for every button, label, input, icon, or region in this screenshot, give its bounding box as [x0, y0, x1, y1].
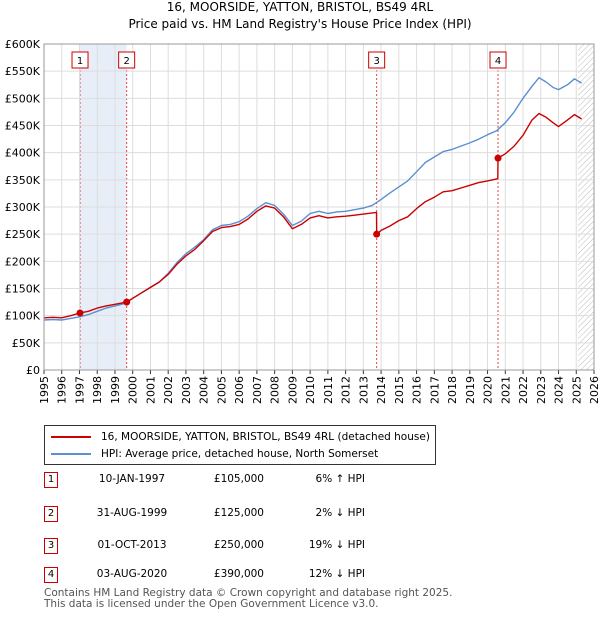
- plot-frame: [43, 43, 595, 371]
- sale-badge: [118, 51, 136, 69]
- x-tick-label: 2018: [446, 376, 459, 404]
- x-tick-label: 1999: [109, 376, 122, 404]
- transaction-number-badge: 1: [44, 472, 58, 488]
- y-tick-label: £350K: [5, 174, 41, 187]
- x-tick-label: 2020: [482, 376, 495, 404]
- transaction-price: £105,000: [213, 473, 264, 485]
- x-tick-label: 2000: [127, 376, 140, 404]
- sale-point: [494, 154, 502, 162]
- table-row: 2 31-AUG-1999 £125,000 2% ↓ HPI: [44, 506, 384, 524]
- sale-badge-label: 1: [77, 56, 83, 67]
- y-tick-label: £550K: [5, 65, 41, 78]
- x-tick-label: 2022: [517, 376, 530, 404]
- x-tick-label: 2005: [215, 376, 228, 404]
- sale-badge-label: 3: [373, 56, 379, 67]
- x-tick-label: 2001: [144, 376, 157, 404]
- transaction-date: 31-AUG-1999: [96, 507, 168, 519]
- sale-point: [76, 309, 84, 317]
- y-tick-label: £150K: [5, 283, 41, 296]
- x-tick-label: 2012: [340, 376, 353, 404]
- y-tick-label: £600K: [5, 38, 41, 51]
- sale-badge: [489, 51, 507, 69]
- y-tick-label: £250K: [5, 228, 41, 241]
- attribution-line-1: Contains HM Land Registry data © Crown c…: [44, 587, 453, 599]
- x-tick-label: 2016: [411, 376, 424, 404]
- transaction-price: £125,000: [213, 507, 264, 519]
- sale-point: [373, 230, 381, 238]
- x-tick-label: 2009: [286, 376, 299, 404]
- chart-title: 16, MOORSIDE, YATTON, BRISTOL, BS49 4RL: [167, 0, 434, 14]
- transaction-price: £390,000: [213, 568, 264, 580]
- transaction-price: £250,000: [213, 539, 264, 551]
- attribution-line-2: This data is licensed under the Open Gov…: [44, 598, 379, 610]
- sale-badge-label: 2: [123, 56, 129, 67]
- legend-property-label: 16, MOORSIDE, YATTON, BRISTOL, BS49 4RL …: [101, 431, 430, 443]
- transaction-date: 10-JAN-1997: [98, 473, 166, 485]
- x-tick-label: 2025: [570, 376, 583, 404]
- transaction-number-badge: 4: [44, 567, 58, 583]
- transaction-date: 03-AUG-2020: [96, 568, 168, 580]
- sale-badge: [71, 51, 89, 69]
- price-chart: 16, MOORSIDE, YATTON, BRISTOL, BS49 4RL …: [5, 0, 600, 404]
- table-row: 4 03-AUG-2020 £390,000 12% ↓ HPI: [44, 567, 384, 585]
- x-tick-label: 2026: [588, 376, 600, 404]
- x-tick-label: 2024: [553, 376, 566, 404]
- legend-hpi-swatch: [51, 453, 91, 455]
- chart-legend: 16, MOORSIDE, YATTON, BRISTOL, BS49 4RL …: [44, 425, 436, 465]
- legend-item-property: 16, MOORSIDE, YATTON, BRISTOL, BS49 4RL …: [51, 429, 430, 445]
- x-tick-label: 1995: [38, 376, 51, 404]
- x-tick-label: 2010: [304, 376, 317, 404]
- table-row: 1 10-JAN-1997 £105,000 6% ↑ HPI: [44, 472, 384, 490]
- legend-property-swatch: [51, 436, 91, 438]
- attribution-footer: Contains HM Land Registry data © Crown c…: [44, 588, 452, 610]
- x-tick-label: 2008: [269, 376, 282, 404]
- y-tick-label: £200K: [5, 255, 41, 268]
- y-tick-label: £0: [26, 364, 40, 377]
- y-tick-label: £500K: [5, 92, 41, 105]
- transaction-hpi-diff: 2% ↓ HPI: [315, 507, 365, 519]
- transaction-hpi-diff: 12% ↓ HPI: [308, 568, 365, 580]
- x-tick-label: 2014: [375, 376, 388, 404]
- x-tick-label: 2003: [180, 376, 193, 404]
- sale-point: [123, 298, 131, 306]
- y-tick-label: £400K: [5, 147, 41, 160]
- transaction-hpi-diff: 6% ↑ HPI: [315, 473, 365, 485]
- x-tick-label: 2013: [357, 376, 370, 404]
- x-tick-label: 2011: [322, 376, 335, 404]
- x-tick-label: 2017: [428, 376, 441, 404]
- sale-badge: [368, 51, 386, 69]
- x-tick-label: 2007: [251, 376, 264, 404]
- transaction-number-badge: 3: [44, 538, 58, 554]
- table-row: 3 01-OCT-2013 £250,000 19% ↓ HPI: [44, 538, 384, 556]
- legend-item-hpi: HPI: Average price, detached house, Nort…: [51, 446, 378, 462]
- x-tick-label: 2002: [162, 376, 175, 404]
- y-tick-label: £300K: [5, 201, 41, 214]
- x-tick-label: 1998: [91, 376, 104, 404]
- y-tick-label: £100K: [5, 310, 41, 323]
- x-tick-label: 1997: [73, 376, 86, 404]
- x-tick-label: 1996: [56, 376, 69, 404]
- legend-hpi-label: HPI: Average price, detached house, Nort…: [101, 448, 379, 460]
- chart-subtitle: Price paid vs. HM Land Registry's House …: [128, 17, 471, 31]
- y-tick-label: £450K: [5, 120, 41, 133]
- y-tick-label: £50K: [12, 337, 41, 350]
- x-tick-label: 2019: [464, 376, 477, 404]
- x-tick-label: 2004: [198, 376, 211, 404]
- x-tick-label: 2021: [499, 376, 512, 404]
- sale-badge-label: 4: [495, 56, 501, 67]
- transaction-date: 01-OCT-2013: [97, 539, 167, 551]
- transaction-number-badge: 2: [44, 506, 58, 522]
- transaction-hpi-diff: 19% ↓ HPI: [308, 539, 365, 551]
- x-tick-label: 2023: [535, 376, 548, 404]
- x-tick-label: 2015: [393, 376, 406, 404]
- x-tick-label: 2006: [233, 376, 246, 404]
